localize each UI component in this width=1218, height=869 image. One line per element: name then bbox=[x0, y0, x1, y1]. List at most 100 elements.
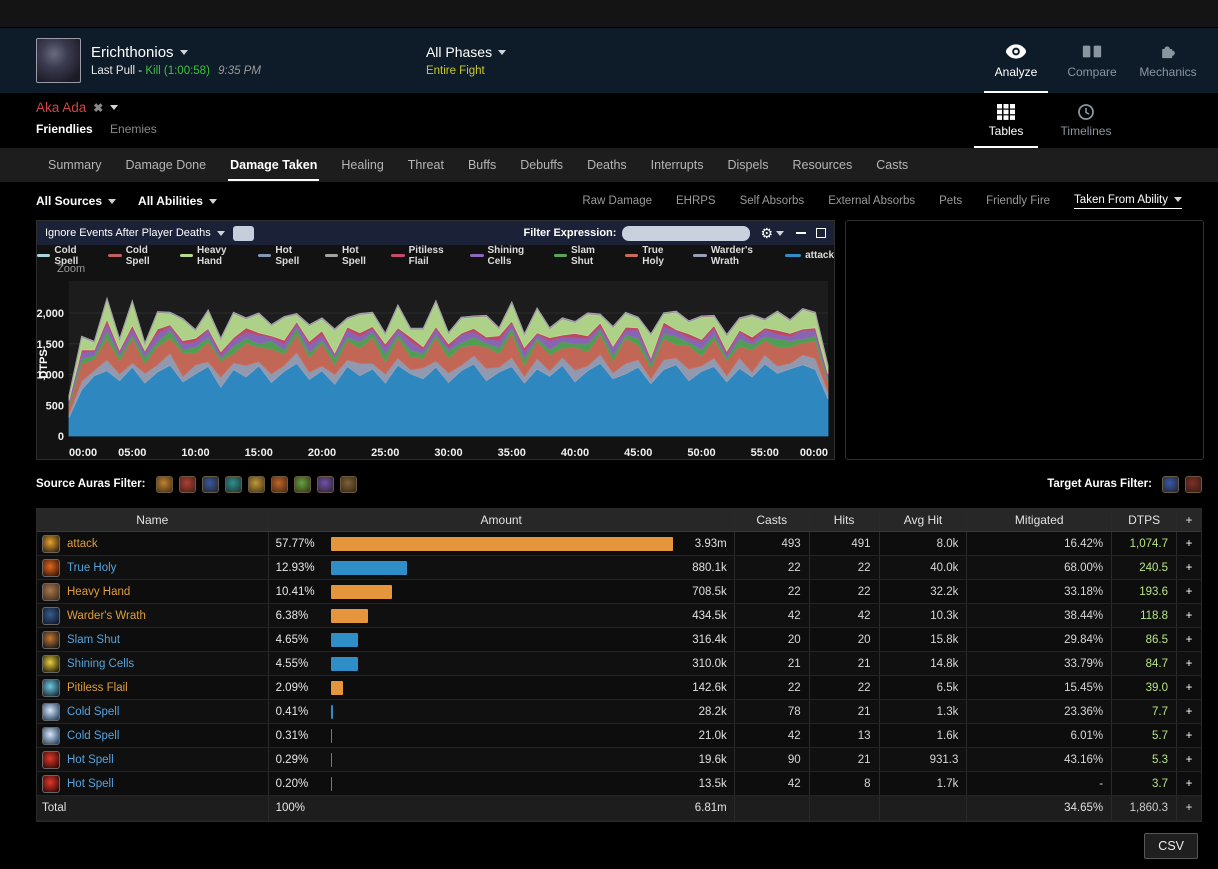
phase-selector[interactable]: All Phases bbox=[426, 44, 507, 60]
tab-analyze[interactable]: Analyze bbox=[978, 28, 1054, 93]
ability-name[interactable]: Slam Shut bbox=[67, 633, 121, 646]
expand-row-button[interactable]: + bbox=[1185, 609, 1193, 622]
column-header[interactable]: Amount bbox=[269, 509, 735, 531]
aura-buff-icon[interactable] bbox=[155, 475, 173, 493]
legend-item[interactable]: Hot Spell bbox=[324, 245, 379, 267]
expand-row-button[interactable]: + bbox=[1185, 657, 1193, 670]
ability-name[interactable]: Heavy Hand bbox=[67, 585, 131, 598]
column-header[interactable]: Avg Hit bbox=[880, 509, 968, 531]
ability-name[interactable]: Total bbox=[42, 802, 67, 814]
legend-item[interactable]: Slam Shut bbox=[553, 245, 612, 267]
expand-row-button[interactable]: + bbox=[1185, 633, 1193, 646]
dtps-stacked-area-chart[interactable]: 0 500 1,000 1,500 2,000 DTPS 00:00 05:00 10:00 15… bbox=[36, 276, 834, 464]
legend-item[interactable]: Pitiless Flail bbox=[391, 245, 457, 267]
filter-link[interactable]: Self Absorbs bbox=[739, 195, 805, 207]
legend-item[interactable]: Shining Cells bbox=[470, 245, 541, 267]
tab-compare[interactable]: Compare bbox=[1054, 28, 1130, 93]
legend-item[interactable]: Heavy Hand bbox=[179, 245, 245, 267]
filter-link[interactable]: Taken From Ability bbox=[1074, 194, 1182, 209]
filter-link[interactable]: External Absorbs bbox=[828, 195, 916, 207]
legend-item[interactable]: Cold Spell bbox=[108, 245, 166, 267]
legend-item[interactable]: Warder's Wrath bbox=[693, 245, 772, 267]
boss-selector[interactable]: Erichthonios bbox=[91, 44, 261, 61]
nav-tab[interactable]: Buffs bbox=[456, 148, 508, 182]
all-abilities-dropdown[interactable]: All Abilities bbox=[138, 194, 217, 208]
mode-tabs: Analyze Compare Mechanics bbox=[978, 28, 1206, 93]
expand-row-button[interactable]: + bbox=[1185, 585, 1193, 598]
expand-row-button[interactable]: + bbox=[1185, 729, 1193, 742]
nav-tab[interactable]: Summary bbox=[36, 148, 113, 182]
expand-row-button[interactable]: + bbox=[1185, 537, 1193, 550]
aura-buff-icon[interactable] bbox=[1162, 475, 1179, 493]
aura-buff-icon[interactable] bbox=[316, 475, 334, 493]
nav-tab[interactable]: Deaths bbox=[575, 148, 639, 182]
legend-item[interactable]: attack bbox=[785, 250, 834, 261]
aura-buff-icon[interactable] bbox=[293, 475, 311, 493]
ability-name[interactable]: True Holy bbox=[67, 561, 117, 574]
enemies-link[interactable]: Enemies bbox=[110, 122, 157, 136]
aura-buff-icon[interactable] bbox=[178, 475, 196, 493]
aura-buff-icon[interactable] bbox=[224, 475, 242, 493]
ability-name[interactable]: Pitiless Flail bbox=[67, 681, 128, 694]
expand-row-button[interactable]: + bbox=[1185, 753, 1193, 766]
dtps-value: 240.5 bbox=[1112, 556, 1178, 579]
chevron-down-icon[interactable] bbox=[110, 105, 119, 110]
aura-buff-icon[interactable] bbox=[339, 475, 357, 493]
tab-tables[interactable]: Tables bbox=[966, 93, 1046, 148]
filter-expression-input[interactable] bbox=[622, 225, 751, 241]
nav-tab[interactable]: Healing bbox=[329, 148, 395, 182]
nav-tab[interactable]: Interrupts bbox=[639, 148, 716, 182]
boss-portrait[interactable] bbox=[36, 38, 81, 83]
target-name[interactable]: Aka Ada bbox=[36, 100, 87, 115]
ability-name[interactable]: Cold Spell bbox=[67, 705, 120, 718]
legend-item[interactable]: True Holy bbox=[624, 245, 681, 267]
minimize-icon[interactable] bbox=[796, 232, 806, 234]
column-header[interactable]: DTPS bbox=[1112, 509, 1178, 531]
column-header[interactable]: Mitigated bbox=[967, 509, 1113, 531]
filter-link[interactable]: Friendly Fire bbox=[986, 195, 1051, 207]
ability-name[interactable]: attack bbox=[67, 537, 98, 550]
ignore-deaths-dropdown[interactable]: Ignore Events After Player Deaths bbox=[45, 227, 225, 239]
expand-row-button[interactable]: + bbox=[1185, 681, 1193, 694]
nav-tab[interactable]: Dispels bbox=[715, 148, 780, 182]
maximize-icon[interactable] bbox=[816, 228, 826, 238]
expand-row-button[interactable]: + bbox=[1185, 802, 1193, 814]
nav-tab[interactable]: Resources bbox=[780, 148, 864, 182]
ability-name[interactable]: Hot Spell bbox=[67, 777, 114, 790]
nav-tab[interactable]: Damage Done bbox=[113, 148, 218, 182]
legend-label: attack bbox=[805, 250, 834, 261]
close-icon[interactable] bbox=[93, 101, 103, 115]
ability-name[interactable]: Cold Spell bbox=[67, 729, 120, 742]
nav-tab[interactable]: Debuffs bbox=[508, 148, 575, 182]
csv-export-button[interactable]: CSV bbox=[1144, 833, 1198, 859]
expand-row-button[interactable]: + bbox=[1185, 705, 1193, 718]
aura-buff-icon[interactable] bbox=[270, 475, 288, 493]
all-sources-dropdown[interactable]: All Sources bbox=[36, 194, 117, 208]
column-header[interactable]: Hits bbox=[810, 509, 880, 531]
friendlies-link[interactable]: Friendlies bbox=[36, 122, 93, 136]
svg-text:20:00: 20:00 bbox=[308, 447, 336, 459]
legend-item[interactable]: Hot Spell bbox=[258, 245, 312, 267]
column-header[interactable]: Casts bbox=[735, 509, 810, 531]
column-header[interactable]: Name bbox=[37, 509, 269, 531]
filter-link[interactable]: Pets bbox=[939, 195, 963, 207]
expand-row-button[interactable]: + bbox=[1185, 777, 1193, 790]
tab-mechanics[interactable]: Mechanics bbox=[1130, 28, 1206, 93]
nav-tab[interactable]: Damage Taken bbox=[218, 148, 329, 182]
ability-name[interactable]: Shining Cells bbox=[67, 657, 135, 670]
tab-timelines[interactable]: Timelines bbox=[1046, 93, 1126, 148]
ignore-deaths-checkbox[interactable] bbox=[232, 225, 254, 241]
aura-buff-icon[interactable] bbox=[201, 475, 219, 493]
aura-buff-icon[interactable] bbox=[1185, 475, 1202, 493]
column-header[interactable]: + bbox=[1185, 513, 1193, 527]
nav-tab[interactable]: Casts bbox=[864, 148, 920, 182]
gear-icon[interactable] bbox=[760, 226, 784, 240]
expand-row-button[interactable]: + bbox=[1185, 561, 1193, 574]
ability-name[interactable]: Hot Spell bbox=[67, 753, 114, 766]
nav-tab[interactable]: Threat bbox=[396, 148, 456, 182]
filter-link[interactable]: Raw Damage bbox=[582, 195, 652, 207]
filter-link[interactable]: EHRPS bbox=[675, 195, 716, 207]
ability-name[interactable]: Warder's Wrath bbox=[67, 609, 146, 622]
aura-buff-icon[interactable] bbox=[247, 475, 265, 493]
legend-item[interactable]: Cold Spell bbox=[37, 245, 95, 267]
